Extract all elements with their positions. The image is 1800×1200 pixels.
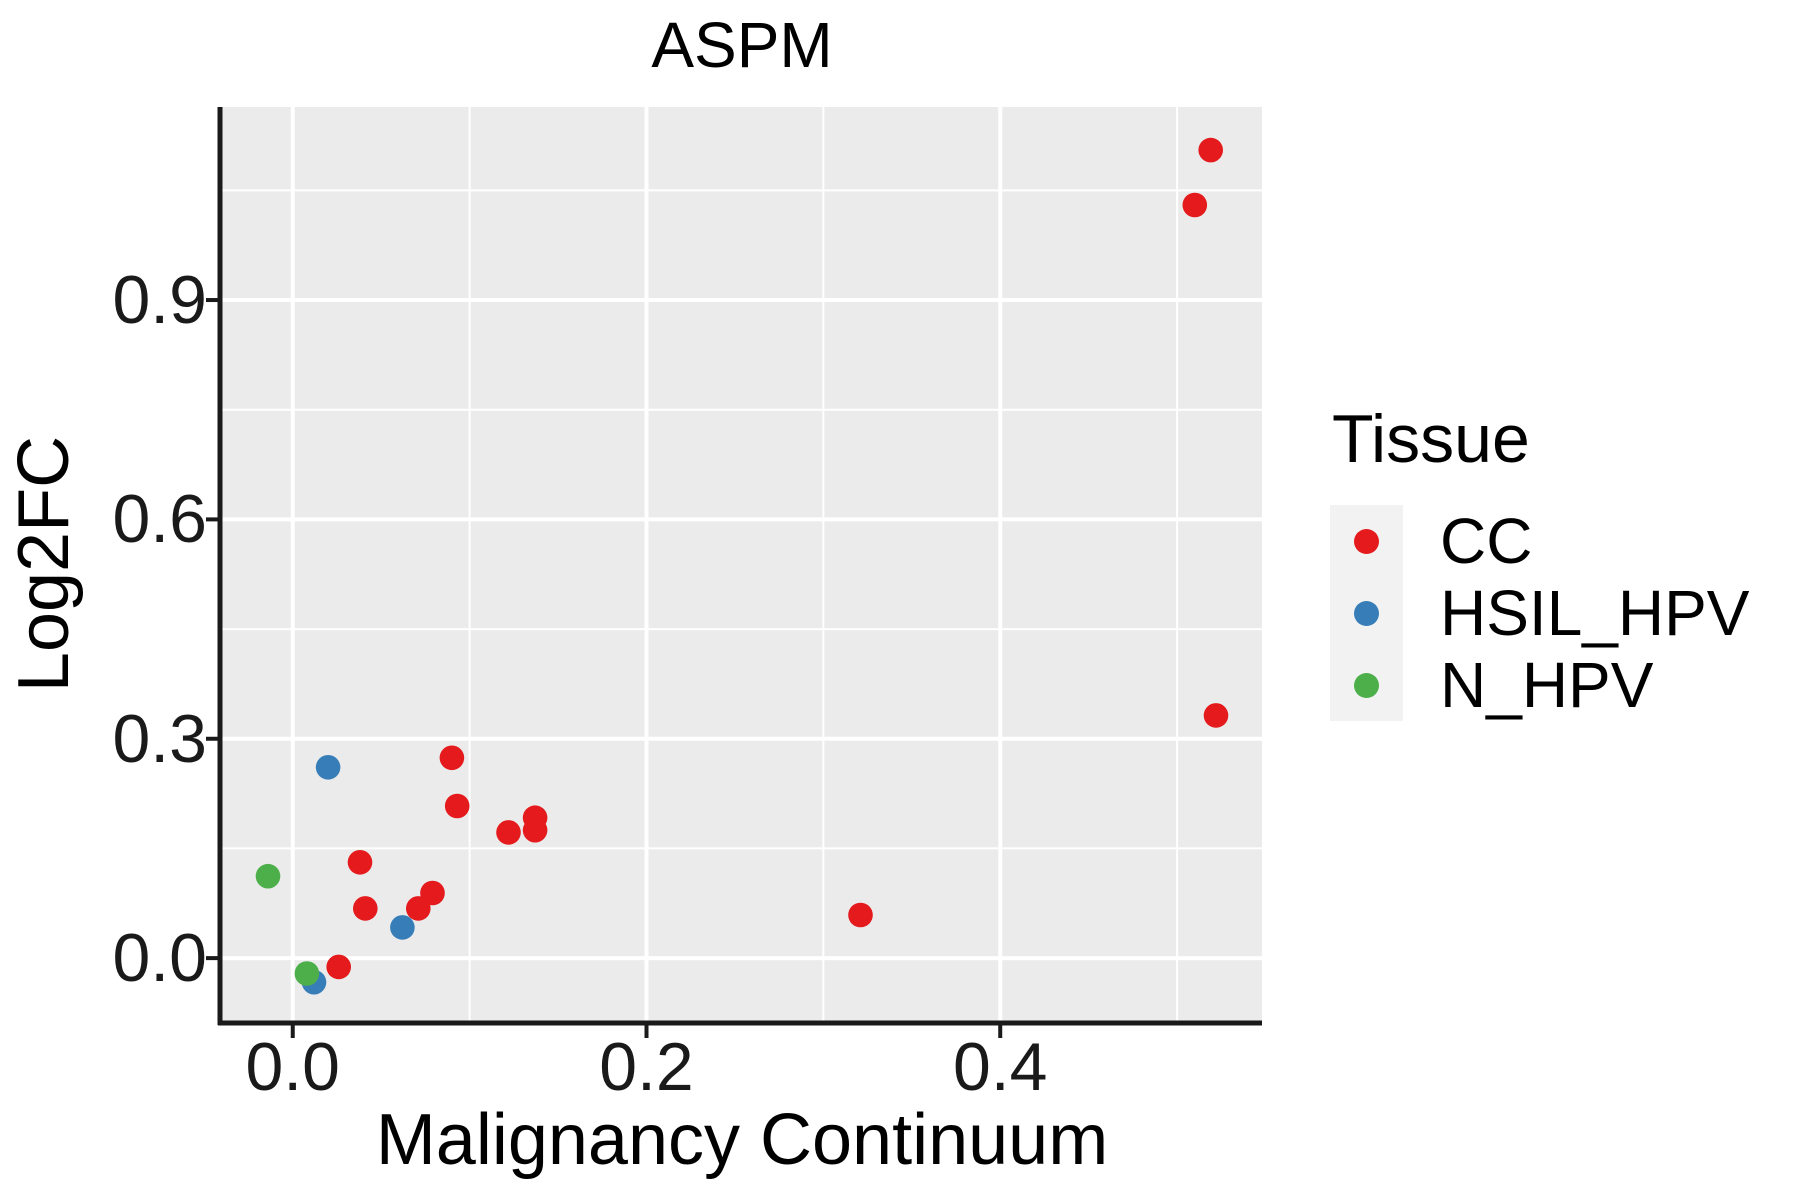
y-tick-label: 0.9 (112, 262, 207, 339)
legend-key (1330, 577, 1403, 649)
data-point-CC (353, 896, 378, 921)
legend-title: Tissue (1332, 401, 1530, 477)
data-point-N_HPV (255, 863, 281, 889)
data-point-HSIL_HPV (315, 755, 341, 780)
legend-key (1330, 505, 1403, 577)
legend-item-N_HPV: N_HPV (1330, 649, 1749, 721)
data-point-N_HPV (294, 961, 320, 986)
legend-key (1330, 649, 1403, 721)
legend-dot-icon (1354, 672, 1379, 698)
data-point-CC (522, 817, 548, 843)
x-tick-label: 0.2 (599, 1029, 694, 1105)
legend-item-HSIL_HPV: HSIL_HPV (1330, 577, 1749, 649)
data-point-CC (444, 793, 470, 819)
y-tick-label: 0.3 (112, 700, 207, 777)
panel-background (222, 107, 1262, 1021)
legend-item-CC: CC (1330, 505, 1749, 577)
data-point-CC (326, 954, 352, 980)
legend-item-label: HSIL_HPV (1440, 577, 1750, 649)
x-tick-label: 0.4 (952, 1029, 1048, 1105)
y-axis-title: Log2FC (4, 435, 84, 693)
data-point-CC (1182, 192, 1208, 218)
legend-item-label: N_HPV (1440, 649, 1654, 721)
legend-dot-icon (1354, 528, 1379, 554)
data-point-CC (1203, 703, 1229, 728)
x-axis-title: Malignancy Continuum (375, 1100, 1109, 1180)
legend-dot-icon (1354, 600, 1379, 626)
data-point-CC (347, 850, 373, 875)
data-point-CC (1198, 137, 1223, 163)
y-tick-label: 0.6 (112, 481, 207, 558)
data-point-CC (848, 902, 873, 928)
legend-items: CC HSIL_HPV N_HPV (1330, 505, 1749, 721)
data-point-CC (439, 745, 465, 771)
data-point-CC (406, 896, 431, 921)
legend: Tissue CC HSIL_HPV N_HPV (1330, 401, 1749, 721)
data-point-HSIL_HPV (390, 915, 415, 940)
x-tick-label: 0.0 (245, 1029, 340, 1105)
plot-title: ASPM (651, 9, 833, 81)
data-point-CC (496, 820, 521, 845)
legend-item-label: CC (1440, 505, 1533, 577)
y-tick-label: 0.0 (112, 920, 207, 997)
